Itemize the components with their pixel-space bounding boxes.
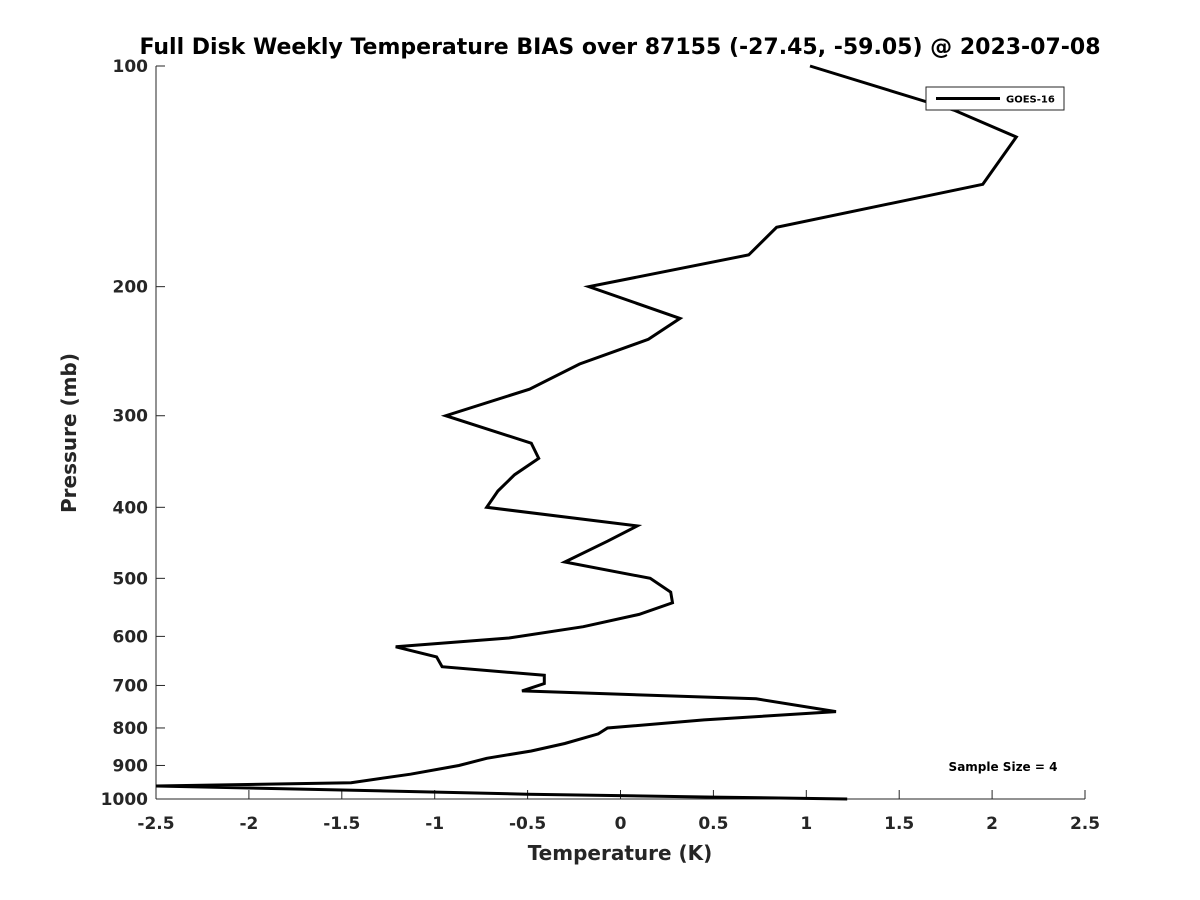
- y-tick-label: 800: [113, 719, 149, 739]
- x-tick-label: -0.5: [509, 814, 546, 834]
- sample-size-annotation: Sample Size = 4: [949, 760, 1058, 774]
- series-layer: [155, 64, 1019, 801]
- axes: -2.5 -2 -1.5 -1 -0.5 0 0.5 1 1.5 2 2.5 100 200 300 400…: [101, 57, 1100, 834]
- x-tick-label: -1: [425, 814, 444, 834]
- x-axis-label: Temperature (K): [528, 841, 713, 865]
- y-tick-label: 200: [113, 278, 149, 298]
- legend-label-goes-16: GOES-16: [1006, 95, 1055, 106]
- x-tick-label: -1.5: [323, 814, 360, 834]
- y-tick-label: 600: [113, 627, 149, 647]
- y-tick-label: 100: [113, 57, 149, 77]
- x-tick-label: -2: [239, 814, 258, 834]
- series-line-goes-16: [155, 64, 1019, 801]
- y-tick-label: 400: [113, 498, 149, 518]
- x-tick-label: -2.5: [137, 814, 174, 834]
- x-tick-label: 0.5: [698, 814, 728, 834]
- y-tick-label: 900: [113, 756, 149, 776]
- chart-title: Full Disk Weekly Temperature BIAS over 8…: [139, 35, 1100, 60]
- y-tick-label: 1000: [101, 790, 148, 810]
- y-tick-label: 500: [113, 569, 149, 589]
- y-tick-label: 700: [113, 676, 149, 696]
- x-tick-label: 1: [800, 814, 812, 834]
- x-tick-label: 2: [986, 814, 998, 834]
- x-tick-label: 0: [615, 814, 627, 834]
- legend: GOES-16: [925, 86, 1065, 111]
- x-tick-label: 2.5: [1070, 814, 1100, 834]
- y-tick-label: 300: [113, 407, 149, 427]
- x-tick-label: 1.5: [884, 814, 914, 834]
- y-axis-label: Pressure (mb): [57, 353, 81, 513]
